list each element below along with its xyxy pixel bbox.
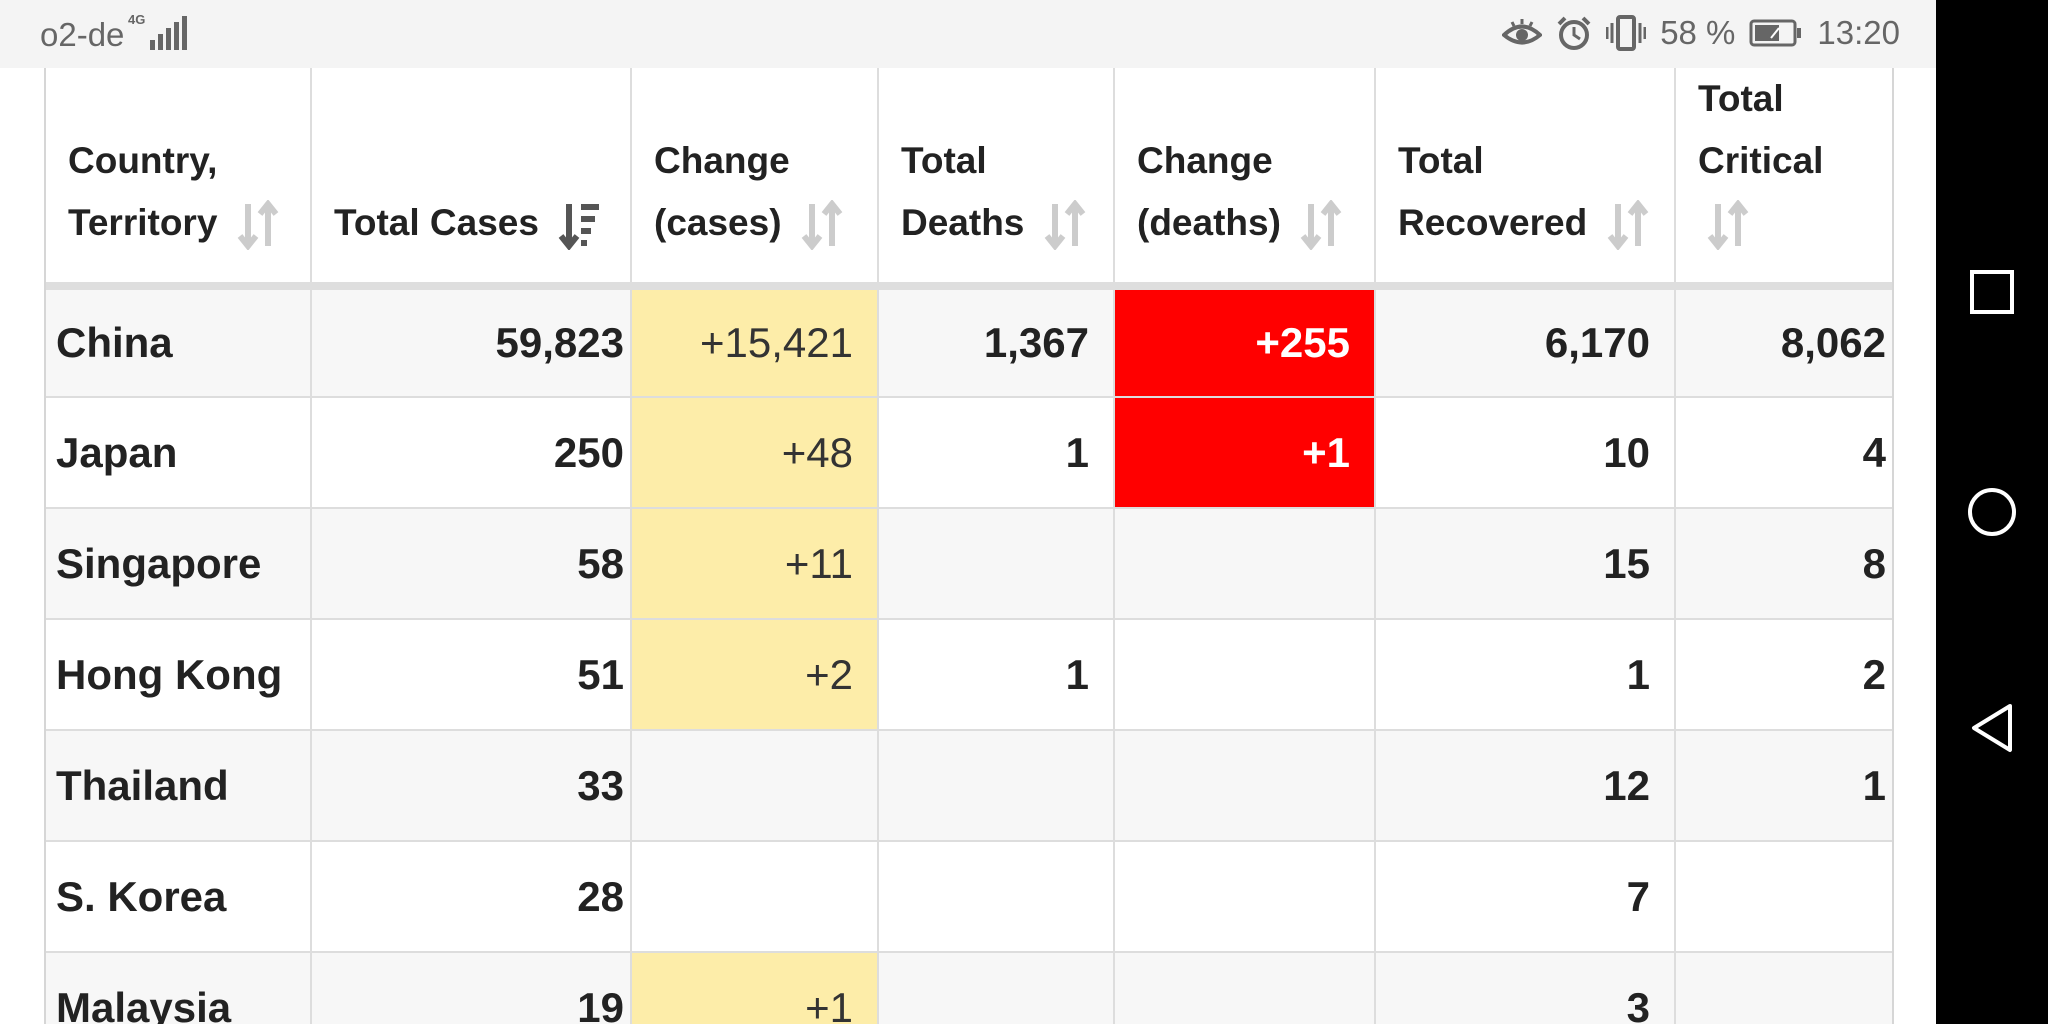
change-deaths-cell xyxy=(1114,619,1376,731)
change-deaths-cell: +255 xyxy=(1114,286,1376,398)
total-recovered-cell: 12 xyxy=(1375,730,1676,842)
total-deaths-cell xyxy=(878,730,1115,842)
change-cases-cell: +2 xyxy=(631,619,879,731)
table-row: Hong Kong 51 +2 1 1 2 xyxy=(46,619,1892,731)
home-icon xyxy=(1968,488,2016,536)
web-page: Country, Territory Total Cases xyxy=(0,68,1936,1024)
total-deaths-cell: 1 xyxy=(878,397,1115,509)
header-total-critical[interactable]: Total Critical xyxy=(1675,68,1892,290)
sort-neutral-icon[interactable] xyxy=(1606,200,1650,251)
recent-apps-button[interactable] xyxy=(1958,258,2026,326)
country-cell: China xyxy=(46,286,312,398)
alarm-icon xyxy=(1557,16,1591,50)
change-cases-cell xyxy=(631,730,879,842)
change-cases-cell: +15,421 xyxy=(631,286,879,398)
header-change-cases[interactable]: Change (cases) xyxy=(631,68,879,290)
total-cases-cell: 58 xyxy=(311,508,632,620)
home-button[interactable] xyxy=(1958,478,2026,546)
table-row: Thailand 33 12 1 xyxy=(46,730,1892,842)
change-cases-cell: +11 xyxy=(631,508,879,620)
sort-neutral-icon[interactable] xyxy=(800,200,844,251)
recent-apps-icon xyxy=(1970,270,2014,314)
total-critical-cell: 4 xyxy=(1675,397,1892,509)
total-cases-cell: 51 xyxy=(311,619,632,731)
total-cases-cell: 59,823 xyxy=(311,286,632,398)
sort-neutral-icon[interactable] xyxy=(1299,200,1343,251)
change-cases-cell: +48 xyxy=(631,397,879,509)
change-cases-cell: +1 xyxy=(631,952,879,1024)
clock: 13:20 xyxy=(1817,14,1900,51)
total-critical-cell xyxy=(1675,952,1892,1024)
total-recovered-cell: 7 xyxy=(1375,841,1676,953)
carrier-name: o2-de xyxy=(40,16,125,53)
change-deaths-cell: +1 xyxy=(1114,397,1376,509)
vibrate-icon xyxy=(1606,15,1647,51)
total-recovered-cell: 10 xyxy=(1375,397,1676,509)
table-row: S. Korea 28 7 xyxy=(46,841,1892,953)
total-deaths-cell: 1,367 xyxy=(878,286,1115,398)
cases-table: Country, Territory Total Cases xyxy=(46,68,1892,1024)
change-deaths-cell xyxy=(1114,730,1376,842)
system-nav-bar xyxy=(1936,0,2048,1024)
total-critical-cell: 8,062 xyxy=(1675,286,1892,398)
total-recovered-cell: 15 xyxy=(1375,508,1676,620)
total-critical-cell: 8 xyxy=(1675,508,1892,620)
total-deaths-cell xyxy=(878,508,1115,620)
country-cell: Thailand xyxy=(46,730,312,842)
change-deaths-cell xyxy=(1114,841,1376,953)
status-bar: o2-de 4G 58 % xyxy=(0,0,1936,68)
country-cell: Hong Kong xyxy=(46,619,312,731)
battery-icon xyxy=(1749,19,1802,47)
total-deaths-cell xyxy=(878,841,1115,953)
header-country[interactable]: Country, Territory xyxy=(46,68,312,290)
total-deaths-cell xyxy=(878,952,1115,1024)
total-recovered-cell: 3 xyxy=(1375,952,1676,1024)
header-total-deaths[interactable]: Total Deaths xyxy=(878,68,1115,290)
total-cases-cell: 19 xyxy=(311,952,632,1024)
change-deaths-cell xyxy=(1114,508,1376,620)
sort-descending-icon[interactable] xyxy=(557,200,601,251)
country-cell: Malaysia xyxy=(46,952,312,1024)
signal-icon xyxy=(150,16,187,50)
header-total-cases[interactable]: Total Cases xyxy=(311,68,632,290)
change-deaths-cell xyxy=(1114,952,1376,1024)
cases-table-container[interactable]: Country, Territory Total Cases xyxy=(44,68,1894,1024)
total-deaths-cell: 1 xyxy=(878,619,1115,731)
change-cases-cell xyxy=(631,841,879,953)
country-cell: Japan xyxy=(46,397,312,509)
total-cases-cell: 33 xyxy=(311,730,632,842)
back-button[interactable] xyxy=(1958,694,2026,762)
table-row: Japan 250 +48 1 +1 10 4 xyxy=(46,397,1892,509)
sort-neutral-icon[interactable] xyxy=(1043,200,1087,251)
eye-icon xyxy=(1502,19,1543,45)
table-header-row: Country, Territory Total Cases xyxy=(46,68,1892,290)
table-row: Singapore 58 +11 15 8 xyxy=(46,508,1892,620)
country-cell: Singapore xyxy=(46,508,312,620)
battery-percent: 58 % xyxy=(1660,14,1736,51)
table-row: China 59,823 +15,421 1,367 +255 6,170 8,… xyxy=(46,286,1892,398)
table-row: Malaysia 19 +1 3 xyxy=(46,952,1892,1024)
header-total-recovered[interactable]: Total Recovered xyxy=(1375,68,1676,290)
header-change-deaths[interactable]: Change (deaths) xyxy=(1114,68,1376,290)
total-cases-cell: 250 xyxy=(311,397,632,509)
sort-neutral-icon[interactable] xyxy=(236,200,280,251)
back-icon xyxy=(1972,704,2012,752)
country-cell: S. Korea xyxy=(46,841,312,953)
total-recovered-cell: 1 xyxy=(1375,619,1676,731)
total-critical-cell: 1 xyxy=(1675,730,1892,842)
total-cases-cell: 28 xyxy=(311,841,632,953)
total-critical-cell: 2 xyxy=(1675,619,1892,731)
total-critical-cell xyxy=(1675,841,1892,953)
network-type: 4G xyxy=(128,12,146,27)
sort-neutral-icon[interactable] xyxy=(1706,200,1750,251)
total-recovered-cell: 6,170 xyxy=(1375,286,1676,398)
